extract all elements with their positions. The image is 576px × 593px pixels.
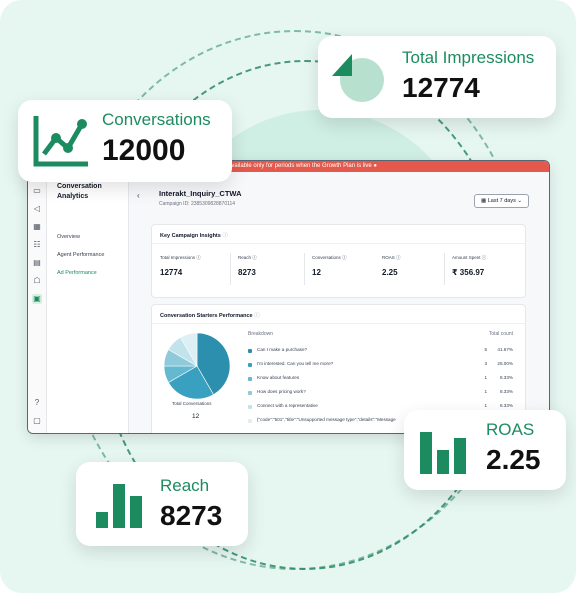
starters-title: Conversation Starters Performance ⓘ: [160, 313, 260, 319]
pie-slice: [168, 365, 214, 400]
legend-swatch: [248, 363, 252, 367]
metric-reach: Reach ⓘ 8273: [238, 255, 257, 277]
divider: [304, 253, 305, 285]
campaign-name: Interakt_Inquiry_CTWA: [159, 189, 242, 198]
info-icon: ⓘ: [252, 255, 257, 260]
main-content: ‹ Interakt_Inquiry_CTWA Campaign ID: 238…: [129, 172, 549, 433]
bar-chart-icon: [96, 484, 142, 528]
legend-swatch: [248, 377, 252, 381]
breakdown-row: {"code":"501","title":"Unsupported messa…: [248, 417, 513, 426]
breakdown-percent: 8.33%: [499, 389, 513, 394]
roas-label: ROAS: [486, 420, 535, 439]
table-icon[interactable]: ▦: [33, 222, 41, 231]
help-icon[interactable]: ?: [34, 398, 40, 407]
reach-value: 8273: [160, 500, 223, 531]
dashboard-window: available only for periods when the Grow…: [27, 160, 550, 434]
legend-swatch: [248, 419, 252, 423]
breakdown-question: Connect with a representative: [257, 403, 318, 408]
insights-title: Key Campaign Insights ⓘ: [160, 233, 228, 239]
breakdown-question: Can I make a purchase?: [257, 347, 308, 352]
chat-icon[interactable]: ▢: [33, 416, 41, 425]
icon-rail: ▭ ◁ ▦ ☷ ▤ ☖ ▣ ? ▢: [28, 172, 47, 433]
divider: [230, 253, 231, 285]
analytics-sidenav: Conversation Analytics Overview Agent Pe…: [47, 172, 129, 433]
legend-swatch: [248, 391, 252, 395]
divider: [152, 243, 525, 244]
pie-slice: [180, 332, 198, 368]
metric-impressions: Total Impressions ⓘ 12774: [160, 255, 201, 277]
breakdown-question: {"code":"501","title":"Unsupported messa…: [257, 417, 396, 422]
calendar-small-icon: ▦: [480, 198, 488, 204]
breakdown-percent: 8.33%: [499, 403, 513, 408]
inbox-icon[interactable]: ▭: [33, 186, 41, 195]
breakdown-count: 3: [484, 361, 487, 366]
conversations-card: Conversations 12000: [18, 100, 232, 182]
contacts-icon[interactable]: ☷: [33, 240, 41, 249]
bot-icon[interactable]: ☖: [33, 276, 41, 285]
pie-chart-icon: [332, 54, 384, 102]
breakdown-question: I'm interested. Can you tell me more?: [257, 361, 334, 366]
back-icon[interactable]: ‹: [137, 191, 140, 200]
metric-conversations: Conversations ⓘ 12: [312, 255, 347, 277]
legend-swatch: [248, 349, 252, 353]
breakdown-percent: 25.00%: [497, 361, 513, 366]
metric-roas: ROAS ⓘ 2.25: [382, 255, 401, 277]
breakdown-count: 1: [484, 403, 487, 408]
info-icon: ⓘ: [342, 255, 347, 260]
breakdown-question: Know about features: [257, 375, 300, 380]
info-icon: ⓘ: [196, 255, 201, 260]
breakdown-question: How does pricing work?: [257, 389, 306, 394]
breakdown-percent: 8.33%: [499, 375, 513, 380]
sidenav-item-overview[interactable]: Overview: [57, 234, 80, 240]
pie-slice: [196, 332, 231, 395]
breakdown-row: Can I make a purchase? 5 41.67%: [248, 347, 513, 356]
divider: [444, 253, 445, 285]
sidenav-title: Conversation Analytics: [57, 183, 102, 200]
chevron-down-icon: ⌄: [515, 198, 522, 204]
breakdown-count: 1: [484, 375, 487, 380]
sidenav-item-ad-performance[interactable]: Ad Performance: [57, 270, 97, 276]
roas-value: 2.25: [486, 444, 541, 475]
info-icon: ⓘ: [396, 255, 401, 260]
metric-amount-spent: Amount Spent ⓘ ₹ 356.97: [452, 255, 487, 277]
breakdown-count: 5: [484, 347, 487, 352]
bar-chart-icon: [420, 432, 466, 474]
breakdown-count: 1: [484, 389, 487, 394]
line-chart-icon: [33, 116, 88, 167]
divider: [152, 323, 525, 324]
breakdown-percent: 41.67%: [497, 347, 513, 352]
info-icon: ⓘ: [481, 255, 487, 260]
roas-card: ROAS 2.25: [404, 410, 566, 490]
sidenav-item-agent-performance[interactable]: Agent Performance: [57, 252, 105, 258]
conversations-label: Conversations: [102, 110, 211, 129]
conversations-value: 12000: [102, 134, 186, 167]
breakdown-row: How does pricing work? 1 8.33%: [248, 389, 513, 398]
date-range-dropdown[interactable]: ▦ Last 7 days ⌄: [473, 194, 529, 208]
breakdown-row: I'm interested. Can you tell me more? 3 25…: [248, 361, 513, 370]
pie-label: Total Conversations: [172, 401, 212, 406]
breakdown-row: Know about features 1 8.33%: [248, 375, 513, 384]
total-count-header: Total count: [488, 331, 513, 337]
breakdown-row: Connect with a representative 1 8.33%: [248, 403, 513, 412]
reach-card: Reach 8273: [76, 462, 248, 546]
key-insights-card: Key Campaign Insights ⓘ Total Impression…: [151, 224, 526, 298]
growth-plan-banner: available only for periods when the Grow…: [28, 161, 549, 172]
analytics-icon[interactable]: ▣: [32, 294, 42, 304]
info-icon: ⓘ: [254, 313, 260, 319]
legend-swatch: [248, 405, 252, 409]
campaign-id: Campaign ID: 238530982887011­4: [159, 201, 236, 207]
total-impressions-card: Total Impressions 12774: [318, 36, 556, 118]
pie-total: 12: [192, 413, 200, 420]
date-range-label: Last 7 days: [487, 198, 516, 204]
info-icon: ⓘ: [222, 233, 228, 239]
impressions-label: Total Impressions: [402, 48, 535, 67]
conversations-pie-chart: [163, 332, 231, 400]
breakdown-header: Breakdown: [248, 331, 274, 337]
megaphone-icon[interactable]: ◁: [33, 204, 41, 213]
impressions-value: 12774: [402, 72, 480, 103]
calendar-icon[interactable]: ▤: [33, 258, 41, 267]
reach-label: Reach: [160, 476, 210, 495]
